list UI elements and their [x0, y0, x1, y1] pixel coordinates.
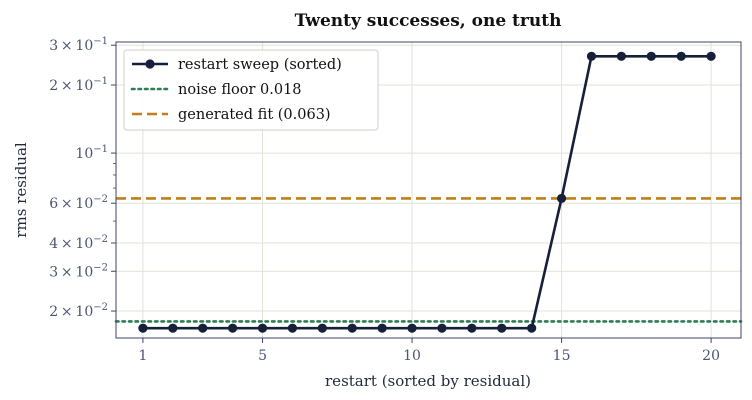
x-axis: 1 5 10 15 20	[138, 338, 720, 364]
legend: restart sweep (sorted) noise floor 0.018 g…	[124, 50, 378, 130]
y-tick-label: 10−1	[75, 144, 108, 162]
y-tick-label: 2 × 10−1	[49, 76, 108, 94]
data-point-9	[378, 324, 387, 333]
data-point-18	[647, 52, 656, 61]
data-point-19	[677, 52, 686, 61]
y-axis: 3 × 10−1 2 × 10−1 10−1 6 × 10−2 4 × 10−2 3 × …	[49, 36, 116, 320]
x-tick-label: 10	[403, 348, 421, 364]
data-point-4	[228, 324, 237, 333]
reference-lines	[116, 198, 741, 321]
y-axis-label: rms residual	[12, 142, 30, 238]
x-axis-label: restart (sorted by residual)	[325, 372, 531, 390]
legend-label-2: noise floor 0.018	[178, 82, 302, 98]
data-point-15	[557, 194, 566, 203]
data-point-17	[617, 52, 626, 61]
chart-title: Twenty successes, one truth	[295, 11, 562, 31]
data-point-20	[706, 52, 715, 61]
y-tick-label: 6 × 10−2	[49, 194, 108, 212]
data-point-14	[527, 324, 536, 333]
y-tick-label: 4 × 10−2	[49, 234, 108, 252]
data-point-8	[348, 324, 357, 333]
legend-label-3: generated fit (0.063)	[178, 107, 331, 123]
data-point-16	[587, 52, 596, 61]
data-point-7	[318, 324, 327, 333]
data-point-13	[497, 324, 506, 333]
y-tick-label: 3 × 10−2	[49, 262, 108, 280]
legend-label-1: restart sweep (sorted)	[178, 57, 342, 73]
data-point-11	[437, 324, 446, 333]
data-point-2	[168, 324, 177, 333]
data-point-10	[407, 324, 416, 333]
y-tick-label: 3 × 10−1	[49, 36, 108, 54]
x-tick-label: 15	[553, 348, 571, 364]
legend-marker	[145, 59, 154, 68]
x-tick-label: 1	[138, 348, 147, 364]
data-point-3	[198, 324, 207, 333]
x-tick-label: 5	[258, 348, 267, 364]
y-tick-label: 2 × 10−2	[49, 302, 108, 320]
data-point-1	[138, 324, 147, 333]
data-point-12	[467, 324, 476, 333]
data-point-5	[258, 324, 267, 333]
x-tick-label: 20	[702, 348, 720, 364]
data-point-6	[288, 324, 297, 333]
